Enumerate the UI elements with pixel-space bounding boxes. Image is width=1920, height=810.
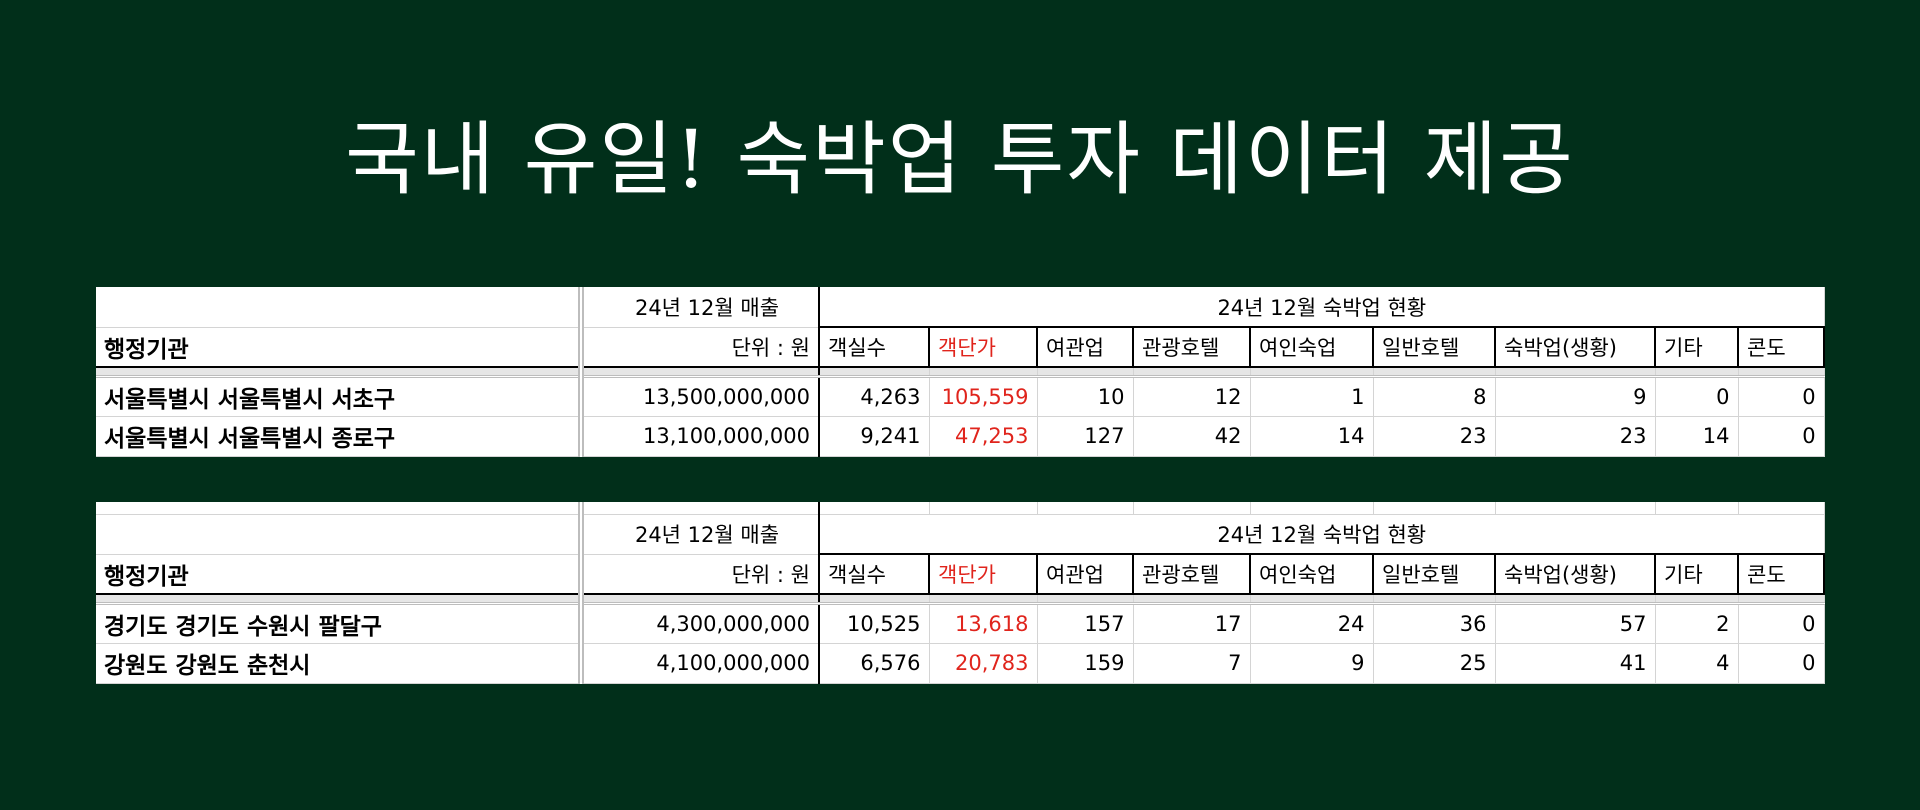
page-title: 국내 유일! 숙박업 투자 데이터 제공 [345,113,1575,206]
agency-header-spacer [96,514,584,555]
header-separator [96,367,1825,378]
lodging-value: 9 [1495,376,1656,417]
sales-value: 4,300,000,000 [581,603,820,644]
table-row: 서울특별시 서울특별시 서초구 13,500,000,000 4,263 105… [96,376,1825,417]
col-rooms-header: 객실수 [819,554,930,595]
col-condo-header: 콘도 [1738,327,1826,368]
agency-header: 행정기관 [96,327,584,368]
inn-value: 159 [1037,643,1134,684]
col-inn-header: 여관업 [1037,554,1134,595]
rooms-value: 4,263 [819,376,930,417]
rooms-value: 9,241 [819,416,930,457]
header-separator [96,594,1825,605]
status-period-header: 24년 12월 숙박업 현황 [819,287,1825,328]
sales-value: 13,100,000,000 [581,416,820,457]
agency-header: 행정기관 [96,554,584,595]
col-condo-header: 콘도 [1738,554,1825,595]
guesthouse-value: 9 [1250,643,1374,684]
agency-name: 경기도 경기도 수원시 팔달구 [96,603,584,644]
price-value: 105,559 [929,376,1038,417]
guesthouse-value: 24 [1250,603,1374,644]
price-value: 20,783 [929,643,1038,684]
table-row: 서울특별시 서울특별시 종로구 13,100,000,000 9,241 47,… [96,416,1825,457]
tourist-hotel-value: 17 [1133,603,1251,644]
col-price-header: 객단가 [929,554,1038,595]
inn-value: 127 [1037,416,1134,457]
col-price-header: 객단가 [929,327,1038,368]
top-spacer-row [96,502,1825,515]
col-inn-header: 여관업 [1037,327,1134,368]
unit-label: 단위 : 원 [581,327,820,368]
condo-value: 0 [1738,416,1825,457]
col-general-hotel-header: 일반호텔 [1373,554,1496,595]
condo-value: 0 [1738,643,1825,684]
sales-period-header: 24년 12월 매출 [581,287,820,328]
agency-name: 서울특별시 서울특별시 종로구 [96,416,584,457]
col-tourist-hotel-header: 관광호텔 [1133,327,1251,368]
col-tourist-hotel-header: 관광호텔 [1133,554,1251,595]
sales-period-header: 24년 12월 매출 [581,514,820,555]
header-row-columns: 행정기관 단위 : 원 객실수 객단가 여관업 관광호텔 여인숙업 일반호텔 숙… [96,327,1826,368]
condo-value: 0 [1738,603,1825,644]
price-value: 47,253 [929,416,1038,457]
unit-label: 단위 : 원 [581,554,820,595]
col-other-header: 기타 [1655,327,1739,368]
sales-value: 13,500,000,000 [581,376,820,417]
price-value: 13,618 [929,603,1038,644]
tourist-hotel-value: 12 [1133,376,1251,417]
col-rooms-header: 객실수 [819,327,930,368]
header-row-top: 24년 12월 매출 24년 12월 숙박업 현황 [96,287,1825,328]
col-other-header: 기타 [1655,554,1739,595]
agency-name: 서울특별시 서울특별시 서초구 [96,376,584,417]
sales-value: 4,100,000,000 [581,643,820,684]
rooms-value: 6,576 [819,643,930,684]
general-hotel-value: 8 [1373,376,1496,417]
lodging-value: 57 [1495,603,1656,644]
lodging-value: 41 [1495,643,1656,684]
rooms-value: 10,525 [819,603,930,644]
col-guesthouse-header: 여인숙업 [1250,327,1374,368]
table-row: 경기도 경기도 수원시 팔달구 4,300,000,000 10,525 13,… [96,603,1825,644]
guesthouse-value: 14 [1250,416,1374,457]
accommodation-table-2: 24년 12월 매출 24년 12월 숙박업 현황 행정기관 단위 : 원 객실… [96,502,1825,684]
other-value: 2 [1655,603,1739,644]
status-period-header: 24년 12월 숙박업 현황 [819,514,1825,555]
general-hotel-value: 36 [1373,603,1496,644]
header-row-columns: 행정기관 단위 : 원 객실수 객단가 여관업 관광호텔 여인숙업 일반호텔 숙… [96,554,1825,595]
agency-name: 강원도 강원도 춘천시 [96,643,584,684]
col-guesthouse-header: 여인숙업 [1250,554,1374,595]
tourist-hotel-value: 7 [1133,643,1251,684]
other-value: 0 [1655,376,1739,417]
lodging-value: 23 [1495,416,1656,457]
agency-header-spacer [96,287,584,328]
guesthouse-value: 1 [1250,376,1374,417]
tourist-hotel-value: 42 [1133,416,1251,457]
inn-value: 157 [1037,603,1134,644]
general-hotel-value: 25 [1373,643,1496,684]
accommodation-table-1: 24년 12월 매출 24년 12월 숙박업 현황 행정기관 단위 : 원 객실… [96,287,1826,457]
col-lodging-header: 숙박업(생황) [1495,554,1656,595]
col-general-hotel-header: 일반호텔 [1373,327,1496,368]
header-row-top: 24년 12월 매출 24년 12월 숙박업 현황 [96,514,1825,555]
other-value: 4 [1655,643,1739,684]
general-hotel-value: 23 [1373,416,1496,457]
table-row: 강원도 강원도 춘천시 4,100,000,000 6,576 20,783 1… [96,643,1825,684]
condo-value: 0 [1738,376,1825,417]
inn-value: 10 [1037,376,1134,417]
col-lodging-header: 숙박업(생황) [1495,327,1656,368]
other-value: 14 [1655,416,1739,457]
